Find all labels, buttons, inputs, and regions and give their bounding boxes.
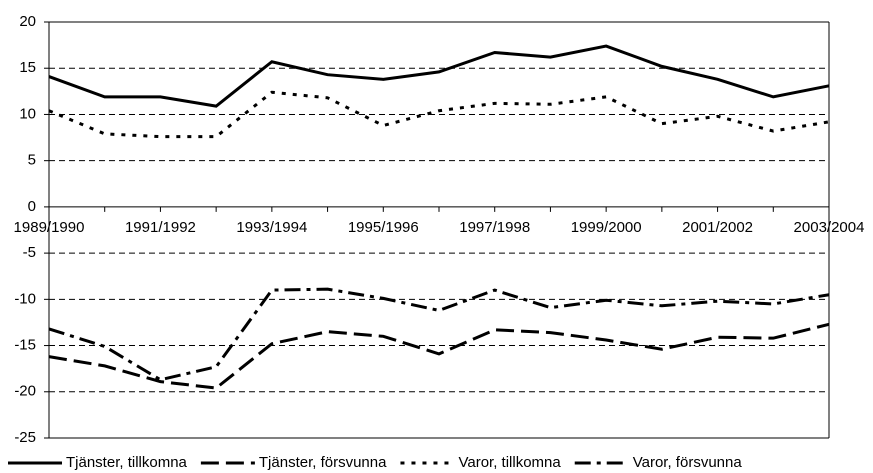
y-tick-label: 0: [28, 198, 36, 215]
x-tick-label: 1999/2000: [571, 219, 642, 236]
y-tick-label: 20: [19, 13, 36, 30]
y-tick-label: 5: [28, 152, 36, 169]
series-line: [48, 44, 830, 108]
series-line: [48, 287, 830, 382]
x-tick-label: 1997/1998: [459, 219, 530, 236]
series-line: [48, 90, 830, 139]
y-tick-label: 15: [19, 59, 36, 76]
y-tick-label: -25: [14, 429, 36, 446]
y-tick-label: 10: [19, 105, 36, 122]
legend-label: Varor, tillkomna: [458, 454, 561, 471]
y-tick-label: -10: [14, 290, 36, 307]
x-tick-label: 1989/1990: [14, 219, 85, 236]
legend-label: Tjänster, tillkomna: [66, 454, 188, 471]
legend-label: Varor, försvunna: [633, 454, 743, 471]
y-tick-label: -5: [23, 244, 36, 261]
x-tick-label: 2003/2004: [794, 219, 865, 236]
y-tick-label: -20: [14, 383, 36, 400]
x-tick-label: 1993/1994: [236, 219, 307, 236]
y-tick-label: -15: [14, 337, 36, 354]
x-tick-label: 1991/1992: [125, 219, 196, 236]
legend-label: Tjänster, försvunna: [259, 454, 387, 471]
series-line: [48, 322, 830, 390]
x-tick-label: 2001/2002: [682, 219, 753, 236]
x-tick-label: 1995/1996: [348, 219, 419, 236]
